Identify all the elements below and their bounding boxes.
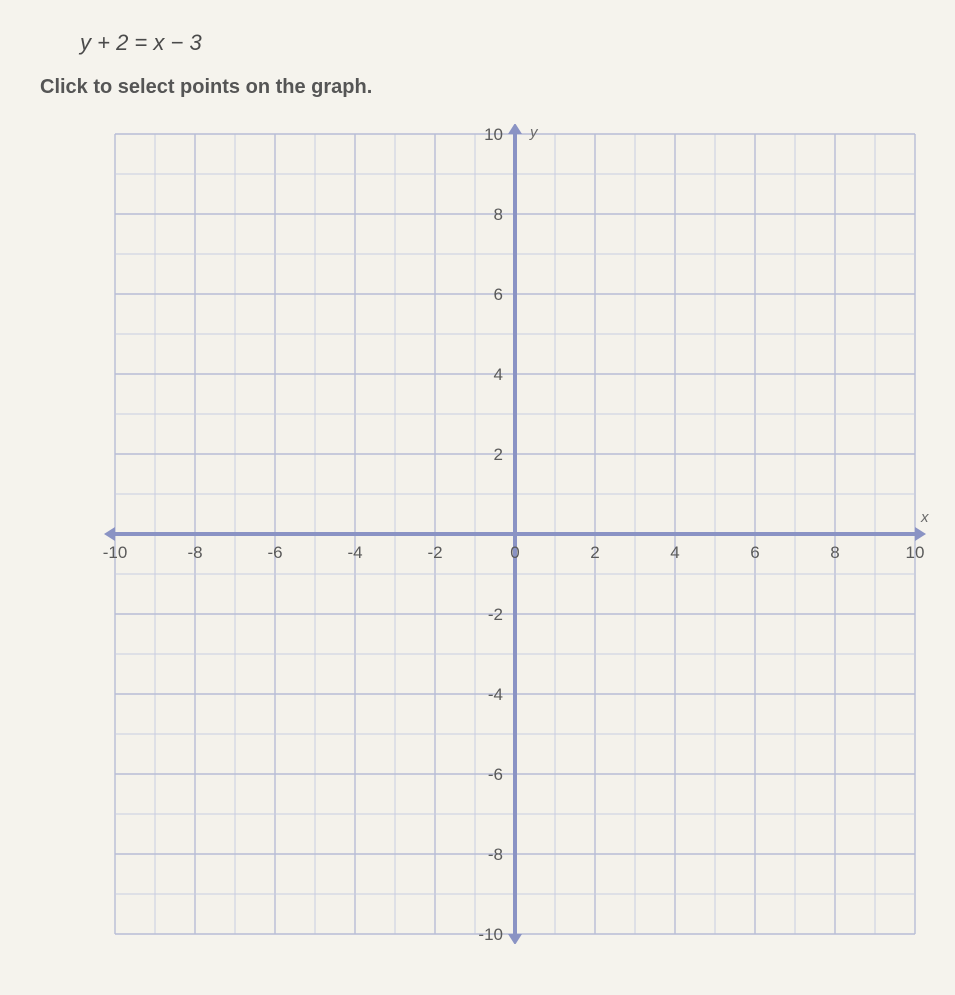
svg-text:-4: -4 <box>488 685 503 704</box>
svg-text:4: 4 <box>494 365 503 384</box>
svg-text:-4: -4 <box>347 543 362 562</box>
svg-text:-10: -10 <box>478 925 503 944</box>
svg-text:-10: -10 <box>103 543 128 562</box>
svg-text:10: 10 <box>906 543 925 562</box>
coordinate-graph[interactable]: -10-8-6-4-20246810246810-2-4-6-8-10yx <box>80 124 915 949</box>
svg-text:2: 2 <box>494 445 503 464</box>
svg-text:-6: -6 <box>488 765 503 784</box>
svg-text:6: 6 <box>750 543 759 562</box>
graph-canvas[interactable]: -10-8-6-4-20246810246810-2-4-6-8-10yx <box>80 124 950 944</box>
svg-text:-2: -2 <box>488 605 503 624</box>
svg-text:8: 8 <box>494 205 503 224</box>
svg-text:10: 10 <box>484 125 503 144</box>
instruction-text: Click to select points on the graph. <box>40 76 915 99</box>
svg-text:-8: -8 <box>187 543 202 562</box>
svg-text:6: 6 <box>494 285 503 304</box>
equation-text: y + 2 = x − 3 <box>80 30 915 56</box>
svg-text:0: 0 <box>510 543 519 562</box>
svg-text:4: 4 <box>670 543 679 562</box>
svg-text:-2: -2 <box>427 543 442 562</box>
svg-text:x: x <box>920 509 929 526</box>
svg-text:2: 2 <box>590 543 599 562</box>
svg-text:-6: -6 <box>267 543 282 562</box>
svg-text:-8: -8 <box>488 845 503 864</box>
svg-text:8: 8 <box>830 543 839 562</box>
